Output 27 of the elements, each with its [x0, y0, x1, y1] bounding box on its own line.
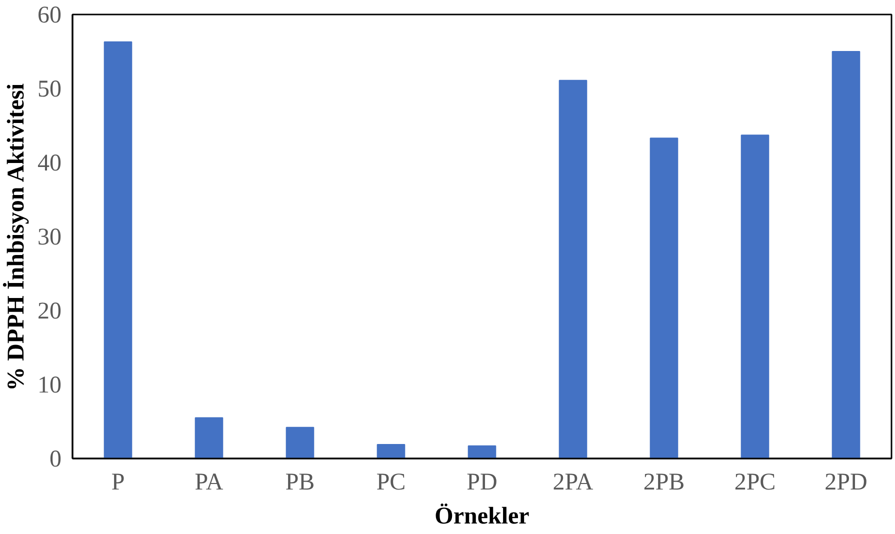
- y-tick-label: 50: [38, 76, 62, 102]
- y-tick-label: 20: [38, 298, 62, 324]
- y-axis-title: % DPPH İnhbisyon Aktivitesi: [2, 83, 30, 391]
- x-tick-label: 2PA: [552, 470, 594, 496]
- y-tick-label: 40: [38, 150, 62, 176]
- x-tick-label: P: [111, 470, 125, 496]
- bar: [740, 134, 770, 458]
- x-tick-label: PD: [466, 470, 498, 496]
- bar: [104, 41, 132, 458]
- y-tick-label: 10: [38, 372, 62, 398]
- x-tick-label: PB: [285, 470, 315, 496]
- bar: [832, 51, 860, 458]
- x-tick-label: 2PD: [824, 470, 868, 496]
- x-tick-label: 2PB: [643, 470, 685, 496]
- bar: [468, 445, 496, 458]
- y-tick-label: 0: [50, 446, 62, 472]
- bar: [194, 417, 224, 458]
- bar: [376, 444, 406, 458]
- bar: [286, 426, 314, 458]
- x-tick-label: 2PC: [734, 470, 776, 496]
- y-tick-label: 60: [38, 2, 62, 28]
- bar: [558, 80, 588, 458]
- y-tick-label: 30: [38, 224, 62, 250]
- x-tick-label: PC: [376, 470, 406, 496]
- bar: [650, 138, 678, 458]
- x-tick-label: PA: [194, 470, 224, 496]
- x-axis-title: Örnekler: [434, 504, 530, 530]
